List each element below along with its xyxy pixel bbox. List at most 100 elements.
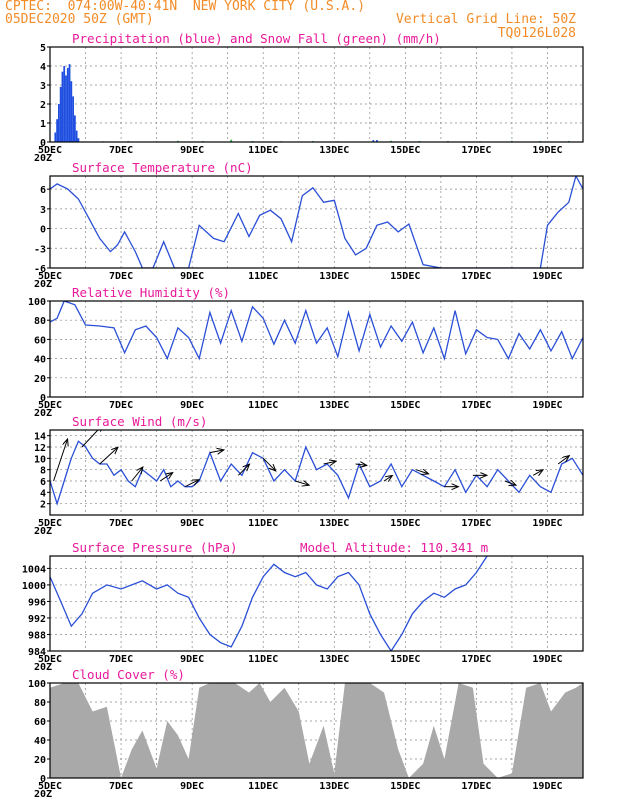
x-tick-label: 9DEC	[180, 518, 204, 529]
wind-arrow	[533, 470, 543, 476]
precip-bar	[72, 96, 74, 142]
x-tick-label: 15DEC	[390, 271, 420, 282]
x-tick-label: 17DEC	[461, 271, 491, 282]
grid	[50, 301, 583, 397]
x-tick-label: 19DEC	[532, 400, 562, 411]
precip-bar	[65, 75, 67, 142]
y-tick-label: 60	[34, 717, 46, 728]
data-layer	[50, 176, 583, 268]
wind-arrow	[184, 480, 199, 488]
y-tick-label: 1004	[22, 564, 46, 575]
y-tick-label: 14	[34, 432, 46, 443]
wind-arrow	[81, 430, 103, 448]
grid	[50, 176, 583, 268]
wind-arrow	[295, 481, 309, 485]
panel-5: 0 20 40 60 80 100 5DEC 7DEC 9DEC 11DEC 13DEC 15DEC 1…	[28, 667, 584, 800]
y-tick-label: -6	[34, 264, 46, 275]
precip-bar	[63, 66, 66, 142]
wind-arrow	[159, 473, 173, 482]
y-tick-label: 0	[40, 774, 46, 785]
data-layer	[50, 301, 583, 361]
grid	[50, 430, 583, 515]
y-tick-label: 80	[34, 698, 46, 709]
x-tick-label: 5DEC	[38, 781, 62, 792]
wind-arrow	[131, 467, 143, 482]
panel-frame	[49, 429, 584, 516]
data-layer	[50, 683, 583, 778]
x-tick-label: 7DEC	[109, 400, 133, 411]
x-tick-label: 9DEC	[180, 271, 204, 282]
y-tick-label: 8	[40, 466, 46, 477]
x-tick-label: 11DEC	[248, 271, 278, 282]
x-tick-label: 9DEC	[180, 145, 204, 156]
grid	[50, 47, 583, 142]
header-model-id: TQ0126L028	[497, 26, 576, 41]
wind-arrow	[99, 447, 118, 465]
y-tick-label: 10	[34, 454, 46, 465]
precip-bar	[376, 140, 378, 142]
x-tick-label: 15DEC	[390, 400, 420, 411]
panel-frame	[49, 300, 584, 398]
snow-bar	[230, 139, 233, 142]
y-tick-label: 6	[40, 477, 46, 488]
precip-bar	[70, 81, 73, 142]
y-tick-label: 4	[40, 62, 46, 73]
series-line	[50, 556, 488, 651]
precip-bar	[59, 86, 62, 142]
x-tick-label: 13DEC	[319, 654, 349, 665]
data-layer	[50, 430, 583, 506]
y-tick-label: -3	[34, 244, 46, 255]
panel-title: Relative Humidity (%)	[72, 285, 230, 300]
precip-bar	[75, 130, 78, 142]
y-tick-label: 20	[34, 755, 46, 766]
y-tick-label: 984	[28, 647, 46, 658]
wind-arrow	[237, 464, 249, 476]
x-tick-label: 9DEC	[180, 781, 204, 792]
y-tick-label: 20	[34, 374, 46, 385]
panel-0: 0 1 2 3 4 5 5DEC 7DEC 9DEC 11DEC 13DEC 15DEC 17DEC 19…	[34, 31, 584, 164]
y-tick-label: 4	[40, 488, 46, 499]
series-line	[50, 176, 583, 268]
x-tick-label: 5DEC	[38, 654, 62, 665]
panel-frame	[49, 46, 584, 143]
precip-bar	[61, 71, 64, 142]
wind-arrow	[53, 439, 68, 482]
panel-frame	[49, 682, 584, 779]
x-tick-label: 15DEC	[390, 654, 420, 665]
x-tick-label: 5DEC	[38, 145, 62, 156]
precip-bar	[56, 119, 58, 142]
x-tick-label: 11DEC	[248, 781, 278, 792]
panel-frame	[49, 175, 584, 269]
y-tick-label: 992	[28, 614, 46, 625]
x-tick-label: 11DEC	[248, 400, 278, 411]
panel-title: Surface Wind (m/s)	[72, 414, 207, 429]
y-tick-label: 1	[40, 119, 46, 130]
x-tick-label: 7DEC	[109, 518, 133, 529]
data-layer	[50, 556, 488, 651]
x-cut-label: 20Z	[34, 526, 52, 537]
wind-arrow	[323, 461, 337, 464]
precip-bar	[73, 115, 76, 142]
x-tick-label: 9DEC	[180, 400, 204, 411]
header-line-1: CPTEC: 074:00W-40:41N NEW YORK CITY (U.S…	[5, 0, 366, 14]
y-tick-label: 60	[34, 335, 46, 346]
x-tick-label: 5DEC	[38, 271, 62, 282]
x-tick-label: 19DEC	[532, 518, 562, 529]
x-tick-label: 11DEC	[248, 654, 278, 665]
y-tick-label: 3	[40, 205, 46, 216]
y-tick-label: 12	[34, 443, 46, 454]
panel-1: -6 -3 0 3 6 5DEC 7DEC 9DEC 11DEC 13DEC 15DEC 17DEC 1…	[34, 160, 584, 290]
series-line	[50, 301, 583, 361]
wind-arrow	[415, 470, 429, 474]
panel-2: 0 20 40 60 80 100 5DEC 7DEC 9DEC 11DEC 13DEC 15DEC 1…	[28, 285, 584, 419]
x-cut-label: 20Z	[34, 662, 52, 673]
x-cut-label: 20Z	[34, 789, 52, 800]
x-tick-label: 13DEC	[319, 400, 349, 411]
y-tick-label: 2	[40, 500, 46, 511]
precip-bar	[54, 132, 57, 142]
y-tick-label: 988	[28, 630, 46, 641]
y-tick-label: 80	[34, 316, 46, 327]
x-cut-label: 20Z	[34, 408, 52, 419]
